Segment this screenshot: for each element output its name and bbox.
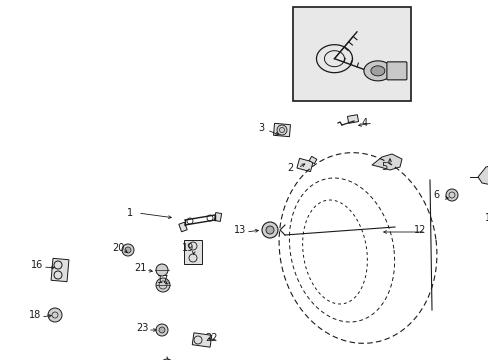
Text: 2: 2 xyxy=(286,163,292,173)
Text: 1: 1 xyxy=(127,208,133,218)
Text: 5: 5 xyxy=(380,162,386,172)
Circle shape xyxy=(156,264,168,276)
Bar xyxy=(179,222,187,232)
Circle shape xyxy=(445,189,457,201)
Circle shape xyxy=(156,324,168,336)
Text: 4: 4 xyxy=(361,118,367,128)
Bar xyxy=(183,240,202,264)
Polygon shape xyxy=(371,154,401,170)
Text: 17: 17 xyxy=(157,275,169,285)
Text: 11: 11 xyxy=(484,213,488,223)
Bar xyxy=(51,258,69,282)
Text: 22: 22 xyxy=(205,333,218,343)
Bar xyxy=(293,7,410,101)
Circle shape xyxy=(125,247,131,253)
Circle shape xyxy=(161,359,173,360)
Polygon shape xyxy=(477,165,488,185)
Polygon shape xyxy=(363,61,391,81)
Text: 19: 19 xyxy=(182,243,194,253)
Text: 16: 16 xyxy=(31,260,43,270)
Text: 12: 12 xyxy=(413,225,426,235)
Circle shape xyxy=(276,125,286,135)
Text: 18: 18 xyxy=(29,310,41,320)
Circle shape xyxy=(156,278,170,292)
Text: 20: 20 xyxy=(112,243,124,253)
Text: 23: 23 xyxy=(136,323,148,333)
Bar xyxy=(214,212,221,221)
Bar xyxy=(308,156,316,164)
Circle shape xyxy=(48,308,62,322)
Text: 3: 3 xyxy=(257,123,264,133)
Circle shape xyxy=(265,226,273,234)
Polygon shape xyxy=(370,66,384,76)
Text: 21: 21 xyxy=(134,263,146,273)
Circle shape xyxy=(262,222,278,238)
Bar xyxy=(273,123,290,137)
Circle shape xyxy=(122,244,134,256)
Bar xyxy=(347,115,358,123)
Circle shape xyxy=(159,327,164,333)
Text: 13: 13 xyxy=(233,225,245,235)
FancyBboxPatch shape xyxy=(386,62,406,80)
Bar xyxy=(192,333,211,347)
Bar xyxy=(296,158,312,172)
Text: 6: 6 xyxy=(432,190,438,200)
